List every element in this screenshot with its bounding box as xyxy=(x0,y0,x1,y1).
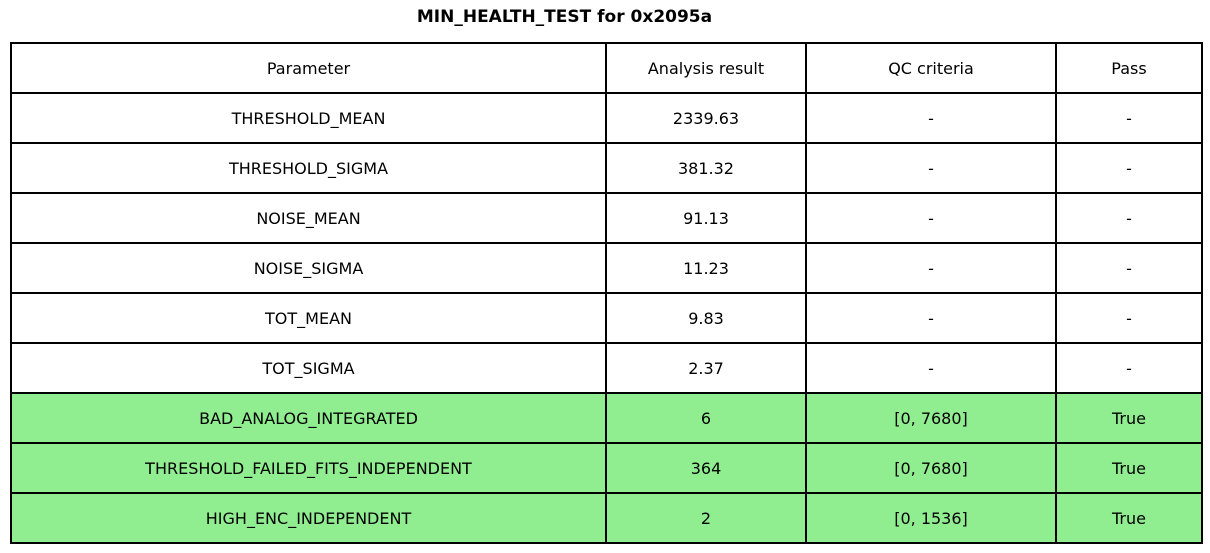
cell-qc-criteria: [0, 7680] xyxy=(805,392,1057,444)
table-header-row: Parameter Analysis result QC criteria Pa… xyxy=(10,42,1203,94)
cell-parameter: BAD_ANALOG_INTEGRATED xyxy=(10,392,607,444)
cell-qc-criteria: - xyxy=(805,242,1057,294)
column-header-parameter: Parameter xyxy=(10,42,607,94)
page-title: MIN_HEALTH_TEST for 0x2095a xyxy=(416,7,713,27)
cell-analysis-result: 9.83 xyxy=(605,292,807,344)
column-header-qc-criteria: QC criteria xyxy=(805,42,1057,94)
cell-pass: - xyxy=(1055,192,1203,244)
cell-pass: True xyxy=(1055,442,1203,494)
cell-parameter: TOT_MEAN xyxy=(10,292,607,344)
cell-pass: True xyxy=(1055,392,1203,444)
cell-parameter: THRESHOLD_SIGMA xyxy=(10,142,607,194)
cell-analysis-result: 6 xyxy=(605,392,807,444)
cell-parameter: HIGH_ENC_INDEPENDENT xyxy=(10,492,607,544)
table-row: BAD_ANALOG_INTEGRATED 6 [0, 7680] True xyxy=(10,392,1203,444)
cell-qc-criteria: - xyxy=(805,292,1057,344)
cell-parameter: THRESHOLD_MEAN xyxy=(10,92,607,144)
cell-parameter: TOT_SIGMA xyxy=(10,342,607,394)
cell-qc-criteria: - xyxy=(805,142,1057,194)
column-header-pass: Pass xyxy=(1055,42,1203,94)
table-row: TOT_SIGMA 2.37 - - xyxy=(10,342,1203,394)
cell-pass: - xyxy=(1055,242,1203,294)
table-row: THRESHOLD_MEAN 2339.63 - - xyxy=(10,92,1203,144)
cell-analysis-result: 381.32 xyxy=(605,142,807,194)
cell-pass: - xyxy=(1055,292,1203,344)
cell-pass: - xyxy=(1055,92,1203,144)
cell-parameter: NOISE_MEAN xyxy=(10,192,607,244)
cell-analysis-result: 11.23 xyxy=(605,242,807,294)
cell-qc-criteria: [0, 1536] xyxy=(805,492,1057,544)
cell-analysis-result: 2.37 xyxy=(605,342,807,394)
health-test-table: Parameter Analysis result QC criteria Pa… xyxy=(10,42,1203,544)
table-row: THRESHOLD_FAILED_FITS_INDEPENDENT 364 [0… xyxy=(10,442,1203,494)
cell-analysis-result: 2 xyxy=(605,492,807,544)
column-header-analysis-result: Analysis result xyxy=(605,42,807,94)
table-row: NOISE_SIGMA 11.23 - - xyxy=(10,242,1203,294)
cell-parameter: NOISE_SIGMA xyxy=(10,242,607,294)
cell-analysis-result: 91.13 xyxy=(605,192,807,244)
cell-qc-criteria: - xyxy=(805,342,1057,394)
cell-analysis-result: 2339.63 xyxy=(605,92,807,144)
cell-pass: - xyxy=(1055,342,1203,394)
cell-qc-criteria: - xyxy=(805,92,1057,144)
cell-pass: - xyxy=(1055,142,1203,194)
table-row: TOT_MEAN 9.83 - - xyxy=(10,292,1203,344)
cell-parameter: THRESHOLD_FAILED_FITS_INDEPENDENT xyxy=(10,442,607,494)
cell-pass: True xyxy=(1055,492,1203,544)
cell-analysis-result: 364 xyxy=(605,442,807,494)
cell-qc-criteria: [0, 7680] xyxy=(805,442,1057,494)
cell-qc-criteria: - xyxy=(805,192,1057,244)
table-row: NOISE_MEAN 91.13 - - xyxy=(10,192,1203,244)
table-row: HIGH_ENC_INDEPENDENT 2 [0, 1536] True xyxy=(10,492,1203,544)
table-row: THRESHOLD_SIGMA 381.32 - - xyxy=(10,142,1203,194)
